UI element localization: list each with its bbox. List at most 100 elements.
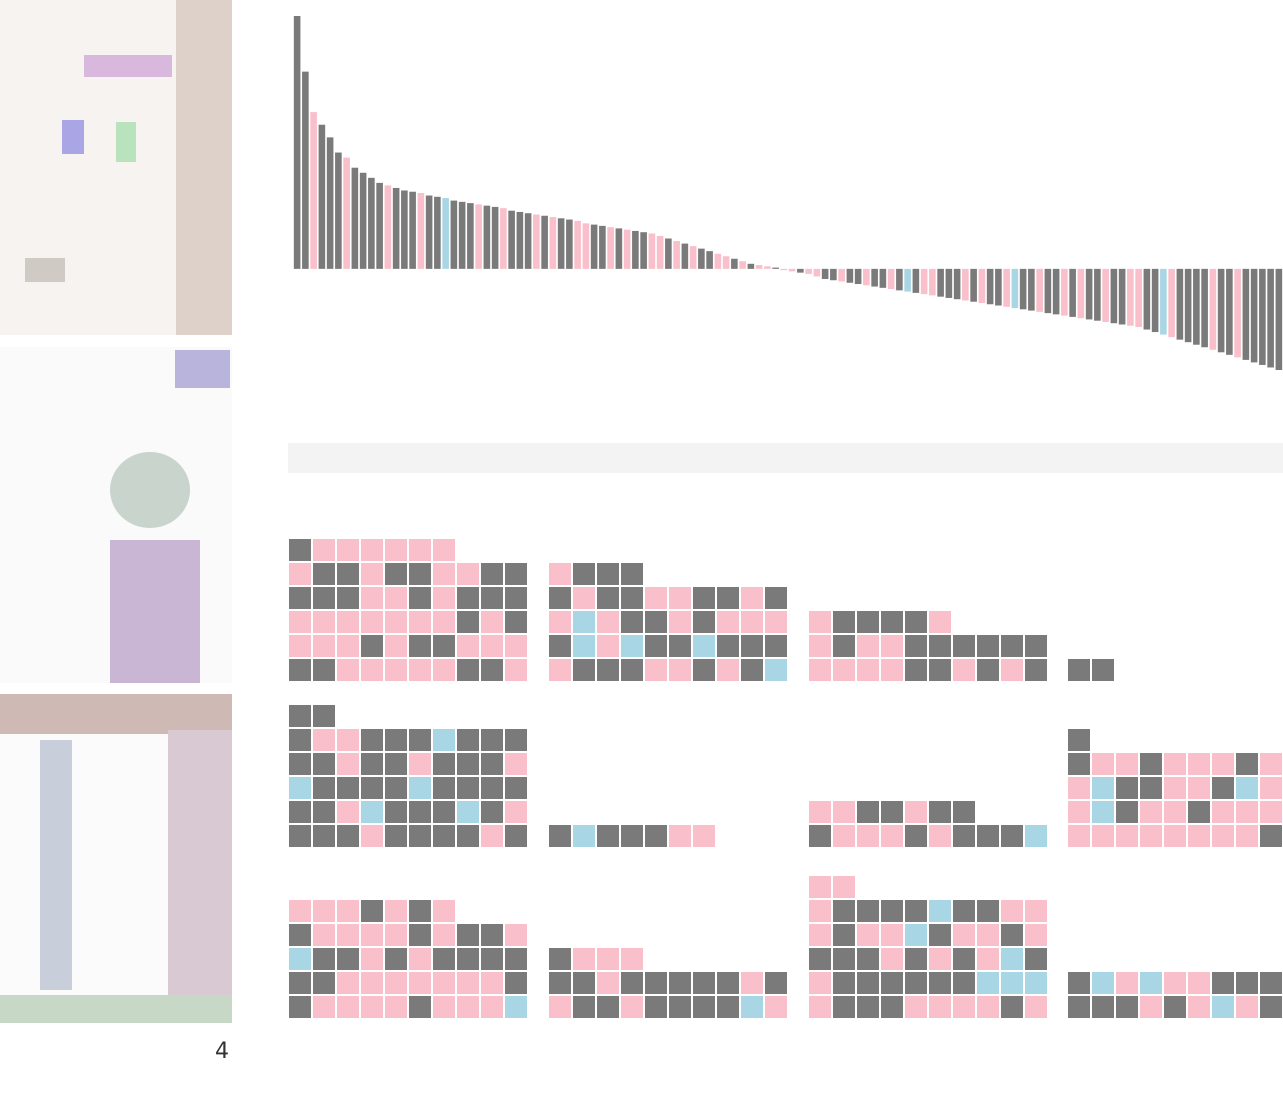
waffle-cell <box>717 611 739 633</box>
waffle-cell <box>597 635 619 657</box>
waffle-cell <box>645 825 667 847</box>
waffle-cell <box>1140 801 1162 823</box>
waffle-cell <box>857 801 879 823</box>
waffle-cell <box>1260 753 1282 775</box>
waffle-cell <box>361 825 383 847</box>
bar <box>1168 268 1175 338</box>
waffle-cell <box>669 611 691 633</box>
bar <box>929 268 936 296</box>
waffle-cell <box>1068 972 1090 994</box>
waffle-cell <box>1260 777 1282 799</box>
bar <box>1003 268 1010 307</box>
bar <box>1077 268 1085 319</box>
waffle-cell <box>857 825 879 847</box>
waffle-cell <box>1140 996 1162 1018</box>
bar <box>871 268 878 287</box>
waffle-cell <box>977 635 999 657</box>
waffle-cell <box>385 972 407 994</box>
waffle-cell <box>409 587 431 609</box>
waffle-cell <box>1212 753 1234 775</box>
bar <box>483 205 491 269</box>
bar <box>1160 268 1167 335</box>
waffle-cell <box>741 972 763 994</box>
waffle-cell <box>505 801 527 823</box>
waffle-cell <box>1188 825 1210 847</box>
waffle-cell <box>809 996 831 1018</box>
waffle-cell <box>409 659 431 681</box>
waffle-cell <box>621 948 643 970</box>
waffle-cell <box>977 825 999 847</box>
waffle-cell <box>905 972 927 994</box>
bar <box>335 152 342 269</box>
region <box>62 120 84 154</box>
bar <box>1250 268 1258 363</box>
bar <box>557 218 565 269</box>
waffle-cell <box>809 972 831 994</box>
waffle-cell <box>905 611 927 633</box>
waffle-cell <box>1140 753 1162 775</box>
bar <box>524 213 532 269</box>
waffle-cell <box>809 900 831 922</box>
bar <box>475 204 482 269</box>
waffle-cell <box>1092 659 1114 681</box>
waffle-cell <box>337 825 359 847</box>
waffle-cell <box>505 996 527 1018</box>
waffle-cell <box>573 972 595 994</box>
waffle-cell <box>1092 801 1114 823</box>
waffle-cell <box>1116 825 1138 847</box>
waffle-cell <box>313 539 335 561</box>
waffle-cell <box>1260 996 1282 1018</box>
waffle-cell <box>549 611 571 633</box>
waffle-cell <box>481 753 503 775</box>
waffle-cell <box>809 825 831 847</box>
waffle-cell <box>881 659 903 681</box>
waffle-cell <box>881 635 903 657</box>
bar <box>1226 268 1233 355</box>
region <box>168 730 232 1000</box>
waffle-cell <box>809 659 831 681</box>
bar <box>788 268 796 272</box>
waffle-cell <box>1025 635 1047 657</box>
waffle-cell <box>573 825 595 847</box>
waffle-cell <box>1236 753 1258 775</box>
bar <box>566 219 573 269</box>
waffle-cell <box>337 753 359 775</box>
waffle-cell <box>1140 777 1162 799</box>
waffle-cell <box>337 801 359 823</box>
bar <box>813 268 821 277</box>
waffle-cell <box>289 659 311 681</box>
bar <box>722 256 730 269</box>
bar <box>830 268 837 281</box>
region <box>0 694 232 734</box>
waffle-cell <box>621 825 643 847</box>
waffle-cell <box>289 705 311 727</box>
bar <box>656 235 664 269</box>
waffle-cell <box>669 635 691 657</box>
waffle-cell <box>1212 801 1234 823</box>
waffle-cell <box>313 705 335 727</box>
waffle-cell <box>669 659 691 681</box>
waffle-cell <box>1001 948 1023 970</box>
waffle-cell <box>457 948 479 970</box>
waffle-cell <box>953 972 975 994</box>
waffle-cell <box>833 876 855 898</box>
waffle-cell <box>1025 924 1047 946</box>
waffle-cell <box>929 948 951 970</box>
waffle-cell <box>621 972 643 994</box>
waffle-cell <box>289 825 311 847</box>
waffle-cell <box>717 635 739 657</box>
waffle-cell <box>361 900 383 922</box>
waffle-cell <box>433 924 455 946</box>
bar <box>1184 268 1192 343</box>
bar <box>1085 268 1093 320</box>
waffle-cell <box>765 587 787 609</box>
waffle-cell <box>385 753 407 775</box>
waffle-cell <box>433 635 455 657</box>
waffle-cell <box>597 587 619 609</box>
waffle-cell <box>457 753 479 775</box>
waffle-cell <box>481 972 503 994</box>
waffle-cell <box>809 924 831 946</box>
waffle-cell <box>337 563 359 585</box>
bar <box>920 268 928 295</box>
